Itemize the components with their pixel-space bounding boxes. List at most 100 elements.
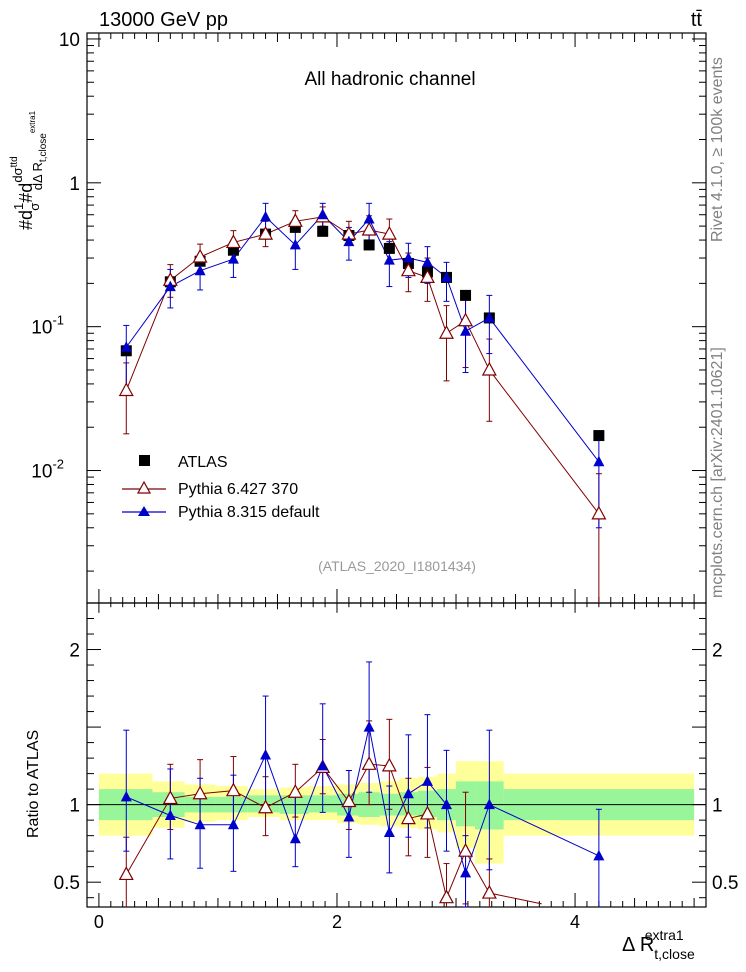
- ratio-point-pythia8: [260, 749, 272, 760]
- main-point-atlas: [289, 221, 301, 233]
- ratio-point-pythia6: [341, 793, 357, 808]
- ratio-point-pythia8: [289, 832, 301, 844]
- ratio-point-pythia8: [460, 866, 472, 878]
- legend-label-pythia8: Pythia 8.315 default: [178, 504, 320, 521]
- main-point-pythia6: [419, 269, 435, 284]
- legend-marker-atlas: [139, 455, 150, 466]
- ratio-point-pythia8: [164, 809, 176, 820]
- channel-label: All hadronic channel: [304, 69, 475, 90]
- main-point-pythia6: [381, 225, 397, 240]
- main-point-atlas: [317, 225, 329, 237]
- ratio-point-pythia6: [458, 842, 474, 857]
- ratio-point-pythia6: [287, 783, 303, 798]
- ratio-point-pythia8: [363, 721, 375, 732]
- ratio-point-pythia6: [481, 884, 497, 899]
- x-tick-label: 2: [332, 912, 342, 932]
- ratio-point-pythia6: [118, 866, 134, 881]
- ratio-point-pythia6: [258, 799, 274, 814]
- ratio-point-pythia8: [383, 826, 395, 838]
- x-tick-label: 4: [570, 912, 580, 932]
- ratio-y-axis-label: Ratio to ATLAS: [25, 730, 42, 838]
- main-point-pythia6: [225, 234, 241, 249]
- main-point-pythia8: [120, 341, 132, 352]
- side-label-mcplots: mcplots.cern.ch [arXiv:2401.10621]: [709, 347, 726, 598]
- main-point-pythia6: [192, 248, 208, 263]
- main-line-pythia8: [125, 213, 600, 463]
- ratio-point-pythia6: [400, 810, 416, 825]
- main-point-pythia8: [593, 455, 605, 467]
- main-point-pythia8: [383, 254, 395, 265]
- main-y-axis-label: #d1σ#ddσttddΔ Rt,closeextra1: [9, 110, 49, 230]
- ratio-point-pythia8: [440, 798, 452, 810]
- x-axis-label: Δ Rt,closeextra1: [622, 927, 695, 962]
- ratio-point-pythia8: [317, 759, 329, 771]
- main-point-pythia8: [227, 253, 239, 264]
- ratio-point-pythia6: [192, 785, 208, 800]
- ratio-point-pythia8: [343, 811, 355, 822]
- main-point-pythia6: [438, 324, 455, 339]
- ratio-y-tick-label-left: 0.5: [54, 873, 80, 894]
- main-y-label-text: #d1σ#ddσttddΔ Rt,closeextra1: [9, 110, 49, 230]
- ratio-line-pythia8: [126, 726, 600, 875]
- analysis-id-label: (ATLAS_2020_I1801434): [318, 558, 476, 574]
- main-point-pythia6: [481, 361, 497, 376]
- main-point-pythia8: [317, 208, 329, 220]
- ratio-point-pythia8: [593, 849, 605, 861]
- ratio-line-pythia6: [125, 763, 542, 905]
- legend: ATLAS Pythia 6.427 370 Pythia 8.315 defa…: [122, 454, 320, 521]
- main-y-tick-label: 10-2: [31, 457, 64, 483]
- main-point-pythia6: [591, 505, 607, 520]
- main-point-pythia8: [164, 280, 176, 292]
- side-label-rivet: Rivet 4.1.0, ≥ 100k events: [709, 57, 726, 242]
- main-y-tick-label: 1: [69, 174, 80, 195]
- ratio-plot-frame: [86, 602, 707, 908]
- axes-ticks: 0 2 4 10 1 10-1 10-2 0.5 0.5 1 1 2 2: [31, 30, 738, 932]
- ratio-point-pythia6: [162, 790, 178, 805]
- main-point-pythia8: [402, 252, 414, 263]
- main-point-pythia8: [194, 264, 206, 276]
- ratio-point-pythia6: [381, 757, 397, 772]
- legend-label-atlas: ATLAS: [178, 454, 228, 471]
- process-label: tt̄: [691, 9, 703, 31]
- main-y-tick-label: 10-1: [31, 313, 64, 339]
- main-series-layer: [118, 202, 607, 603]
- main-point-atlas: [363, 239, 375, 251]
- ratio-y-tick-label-left: 1: [69, 796, 80, 817]
- legend-marker-pythia6: [136, 480, 152, 494]
- ratio-point-pythia6: [225, 782, 241, 797]
- ratio-uncertainty-bands: [98, 761, 695, 864]
- ratio-point-pythia6: [419, 805, 435, 820]
- main-point-pythia8: [363, 213, 375, 224]
- ratio-point-pythia6: [361, 756, 377, 770]
- main-point-pythia8: [460, 325, 472, 336]
- main-point-pythia8: [289, 238, 301, 250]
- main-point-pythia6: [118, 382, 134, 397]
- main-point-atlas: [593, 430, 605, 442]
- ratio-point-pythia8: [227, 818, 239, 830]
- main-point-pythia6: [361, 221, 377, 236]
- main-point-pythia8: [260, 210, 272, 222]
- ratio-point-pythia8: [402, 787, 414, 799]
- energy-label: 13000 GeV pp: [99, 9, 228, 31]
- main-point-pythia6: [287, 213, 303, 227]
- main-point-atlas: [460, 289, 472, 301]
- ratio-y-tick-label-right: 2: [712, 641, 723, 662]
- main-point-pythia6: [258, 225, 274, 240]
- main-point-pythia8: [421, 256, 433, 267]
- main-point-atlas: [227, 244, 239, 256]
- main-point-pythia8: [440, 271, 452, 282]
- ratio-point-pythia8: [120, 790, 132, 802]
- ratio-series-layer: [118, 661, 605, 908]
- legend-marker-pythia8: [138, 506, 150, 516]
- main-point-pythia8: [343, 235, 355, 247]
- x-tick-label: 0: [94, 912, 104, 932]
- legend-label-pythia6: Pythia 6.427 370: [178, 481, 298, 498]
- main-point-atlas: [383, 242, 395, 254]
- ratio-point-pythia8: [421, 775, 433, 786]
- ratio-y-tick-label-left: 2: [69, 641, 80, 662]
- main-point-pythia8: [483, 311, 495, 323]
- ratio-y-tick-label-right: 0.5: [712, 873, 738, 894]
- ratio-y-tick-label-right: 1: [712, 796, 723, 817]
- main-point-pythia6: [400, 262, 416, 277]
